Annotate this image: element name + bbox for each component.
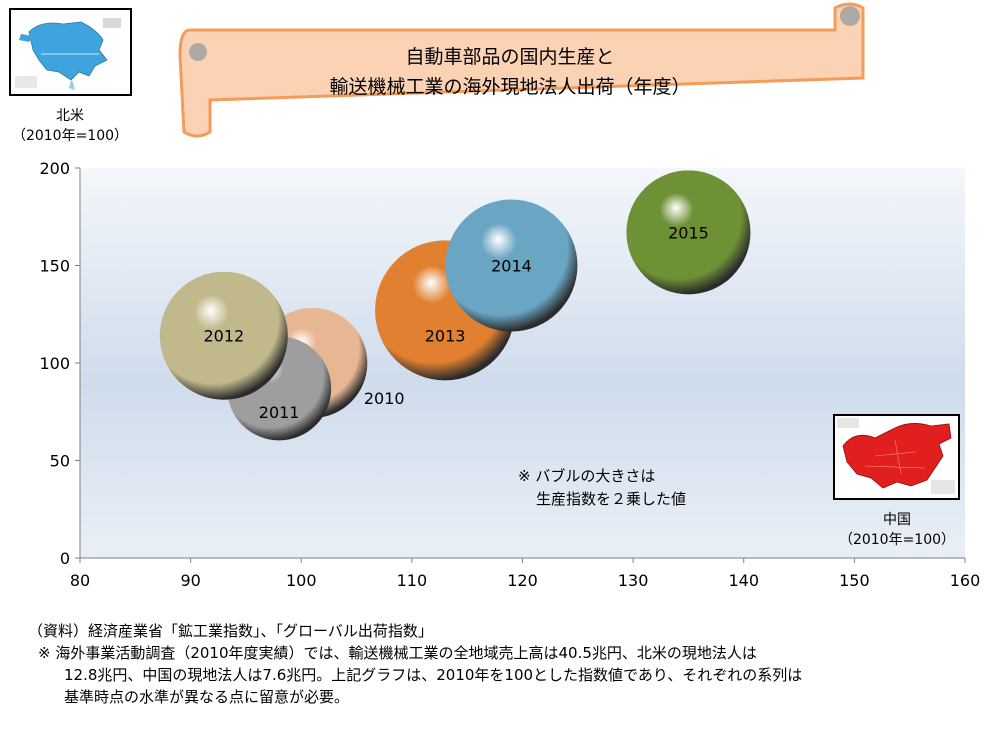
china-map xyxy=(833,414,960,500)
bubble-chart: 0 50 100 150 200 80 90 100 110 120 130 140 150 160 20… xyxy=(39,159,981,590)
bubble-2014 xyxy=(445,199,578,332)
y-tick-label: 200 xyxy=(39,159,70,178)
footer: （資料）経済産業省「鉱工業指数」、「グローバル出荷指数」 ※ 海外事業活動調査（… xyxy=(28,620,802,708)
banner-curl-bottom xyxy=(189,43,207,61)
chart-title: 自動車部品の国内生産と 輸送機械工業の海外現地法人出荷（年度） xyxy=(200,42,820,102)
bubble-label-2010: 2010 xyxy=(364,389,405,408)
china-sub: （2010年=100） xyxy=(838,532,956,548)
footer-source: （資料）経済産業省「鉱工業指数」、「グローバル出荷指数」 xyxy=(28,622,433,640)
banner-curl-top xyxy=(840,6,860,26)
footer-note-3: 基準時点の水準が異なる点に留意が必要。 xyxy=(64,688,350,706)
bubble-note-line-1: ※ バブルの大きさは xyxy=(518,467,656,485)
bubble-size-note: ※ バブルの大きさは 生産指数を２乗した値 xyxy=(518,466,686,509)
title-line-2: 輸送機械工業の海外現地法人出荷（年度） xyxy=(329,76,691,98)
north-america-sub: （2010年=100） xyxy=(11,128,129,144)
x-tick-label: 140 xyxy=(728,571,759,590)
x-tick-label: 120 xyxy=(507,571,538,590)
x-tick-label: 80 xyxy=(70,571,90,590)
china-map-icon xyxy=(835,416,958,498)
china-caption: 中国 （2010年=100） xyxy=(838,510,956,550)
north-america-map-icon xyxy=(11,10,130,94)
north-america-caption: 北米 （2010年=100） xyxy=(0,106,140,146)
y-tick-label: 0 xyxy=(60,549,70,568)
bubble-2015 xyxy=(626,170,751,295)
bubble-label-2012: 2012 xyxy=(203,327,244,346)
china-label: 中国 xyxy=(883,512,911,528)
north-america-label: 北米 xyxy=(56,108,84,124)
banner-shape xyxy=(178,2,865,138)
x-tick-label: 160 xyxy=(950,571,981,590)
footer-note-2: 12.8兆円、中国の現地法人は7.6兆円。上記グラフは、2010年を100とした… xyxy=(64,666,803,684)
x-tick-label: 150 xyxy=(839,571,870,590)
x-tick-label: 130 xyxy=(618,571,649,590)
x-tick-label: 100 xyxy=(286,571,317,590)
north-america-map xyxy=(9,8,132,96)
title-line-1: 自動車部品の国内生産と xyxy=(405,46,615,68)
y-tick-label: 150 xyxy=(39,257,70,276)
title-banner xyxy=(178,2,865,138)
bubble-2012 xyxy=(159,271,288,400)
bubble-label-2015: 2015 xyxy=(668,223,709,242)
bubble-note-line-2: 生産指数を２乗した値 xyxy=(536,490,687,508)
footer-note-1: ※ 海外事業活動調査（2010年度実績）では、輸送機械工業の全地域売上高は40.… xyxy=(38,644,757,662)
y-tick-label: 50 xyxy=(50,452,70,471)
bubble-label-2014: 2014 xyxy=(491,257,532,276)
x-tick-label: 90 xyxy=(180,571,200,590)
bubble-label-2011: 2011 xyxy=(259,403,300,422)
bubble-label-2013: 2013 xyxy=(425,327,466,346)
x-tick-label: 110 xyxy=(397,571,428,590)
y-tick-label: 100 xyxy=(39,354,70,373)
